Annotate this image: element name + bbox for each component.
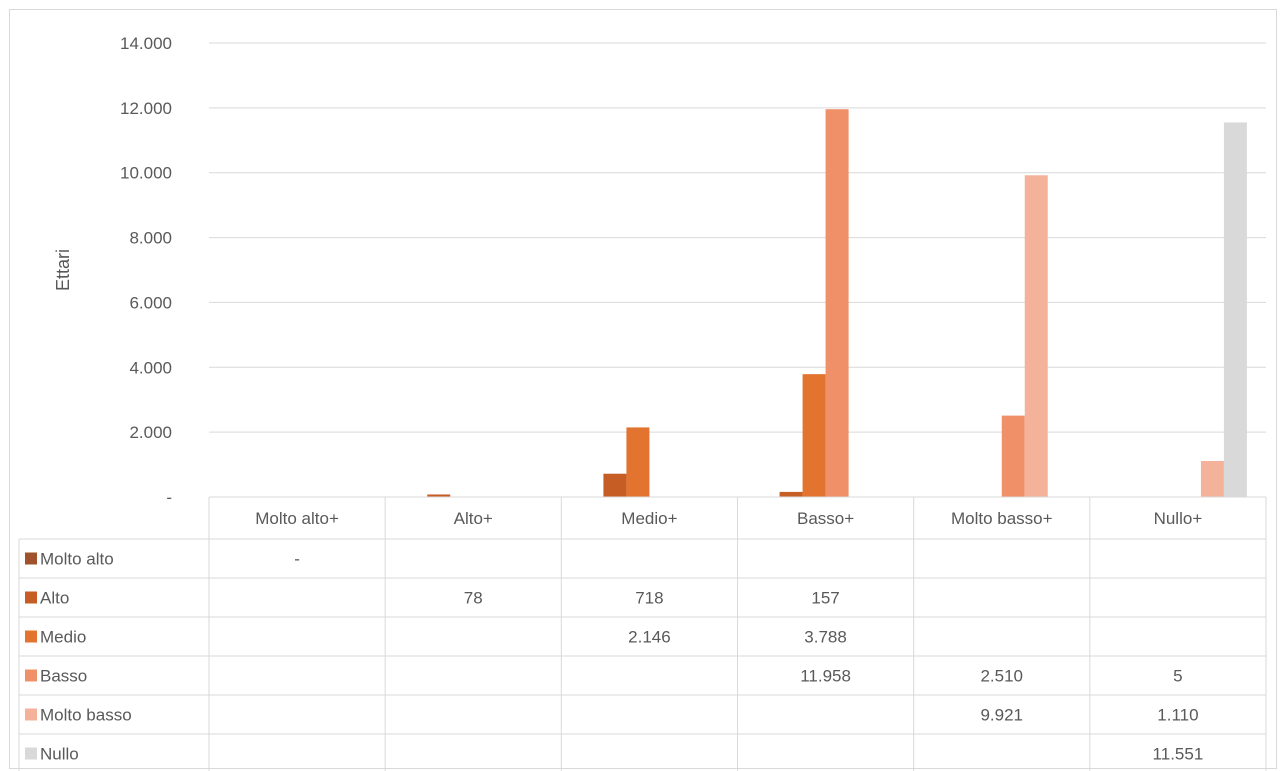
data-label: 3.788 xyxy=(804,628,847,647)
data-label: 157 xyxy=(811,589,839,608)
legend-series-name: Molto alto xyxy=(40,550,114,569)
bar xyxy=(802,374,826,497)
bar xyxy=(626,427,650,497)
bar xyxy=(1024,175,1048,498)
y-tick-label: 6.000 xyxy=(129,293,172,312)
legend-key-swatch xyxy=(25,630,37,643)
bar xyxy=(779,491,803,497)
data-label: 9.921 xyxy=(980,706,1023,725)
legend-key-swatch xyxy=(25,591,37,604)
legend-key-swatch xyxy=(25,708,37,721)
data-label: 11.551 xyxy=(1153,745,1204,764)
legend-series-name: Molto basso xyxy=(40,706,132,725)
y-tick-label: 12.000 xyxy=(120,99,172,118)
y-tick-label: 4.000 xyxy=(129,358,172,377)
legend-series-name: Basso xyxy=(40,667,87,686)
bar xyxy=(603,473,627,497)
y-tick-label: - xyxy=(166,488,172,507)
data-label: 11.958 xyxy=(800,667,851,686)
category-label: Medio+ xyxy=(621,509,677,528)
legend-series-name: Nullo xyxy=(40,745,79,764)
data-label: 2.146 xyxy=(628,628,671,647)
y-tick-label: 10.000 xyxy=(120,164,172,183)
data-label: 718 xyxy=(635,589,663,608)
y-axis-title: Ettari xyxy=(53,249,73,291)
data-label: 2.510 xyxy=(980,667,1023,686)
y-tick-label: 14.000 xyxy=(120,34,172,53)
data-label: 1.110 xyxy=(1157,706,1198,725)
bar xyxy=(1223,122,1247,497)
data-label: 5 xyxy=(1173,667,1182,686)
legend-key-swatch xyxy=(25,552,37,565)
category-label: Nullo+ xyxy=(1154,509,1203,528)
chart-frame xyxy=(9,9,1277,769)
y-tick-label: 2.000 xyxy=(129,423,172,442)
bar xyxy=(1200,461,1224,497)
bar xyxy=(427,494,451,497)
bar xyxy=(825,109,849,497)
category-label: Molto basso+ xyxy=(951,509,1053,528)
category-label: Molto alto+ xyxy=(255,509,339,528)
category-label: Basso+ xyxy=(797,509,854,528)
bar xyxy=(1001,415,1025,497)
legend-key-swatch xyxy=(25,747,37,760)
y-tick-label: 8.000 xyxy=(129,229,172,248)
category-label: Alto+ xyxy=(454,509,493,528)
legend-series-name: Medio xyxy=(40,628,86,647)
data-label: 78 xyxy=(464,589,483,608)
legend-series-name: Alto xyxy=(40,589,69,608)
data-label: - xyxy=(294,550,300,569)
legend-key-swatch xyxy=(25,669,37,682)
